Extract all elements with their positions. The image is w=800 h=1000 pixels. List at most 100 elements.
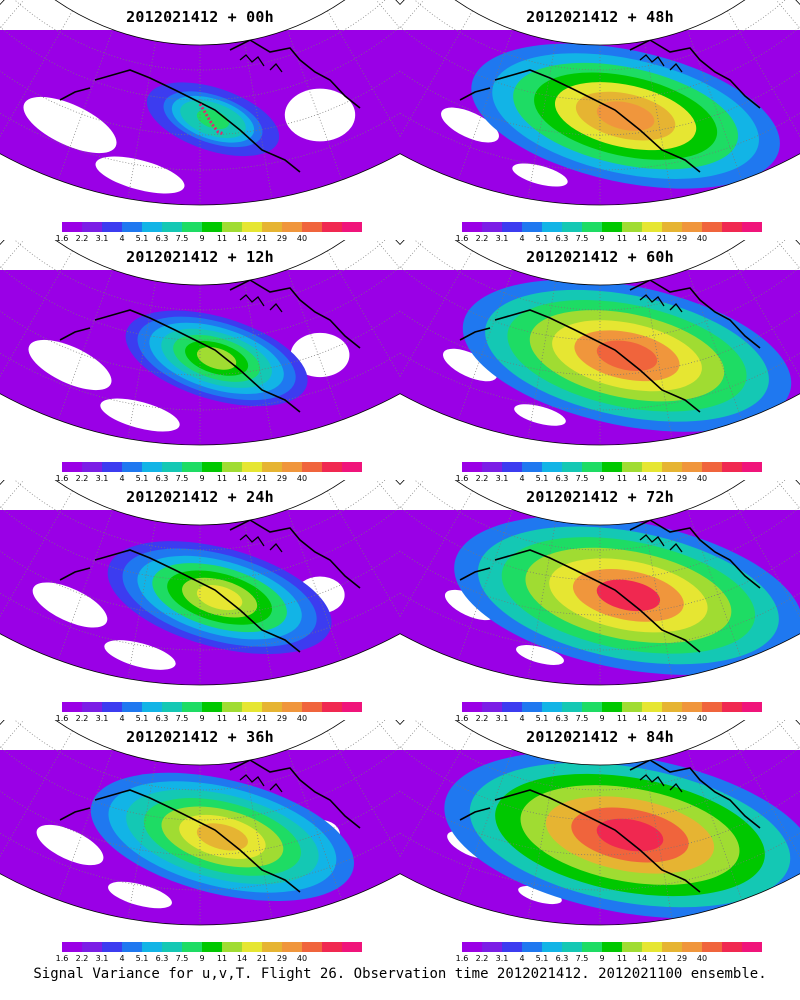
colorbar (462, 222, 762, 232)
colorbar-swatch (242, 222, 262, 232)
colorbar-swatch (542, 462, 562, 472)
colorbar-swatch (302, 462, 322, 472)
colorbar-tick-label: 40 (696, 474, 708, 483)
colorbar-tick-label: 2.2 (75, 954, 89, 963)
colorbar-swatch (702, 222, 722, 232)
colorbar-swatch (242, 942, 262, 952)
colorbar-swatch (222, 702, 242, 712)
colorbar-swatch (642, 462, 662, 472)
colorbar-tick-label: 4 (519, 474, 525, 483)
colorbar-tick-label: 7.5 (175, 954, 189, 963)
colorbar-swatch (502, 462, 522, 472)
colorbar (62, 222, 362, 232)
colorbar-swatch (182, 462, 202, 472)
colorbar-labels: 1.6 2.2 3.1 4 5.1 6.3 7.5 9 11 14 21 29 40 (56, 234, 362, 244)
colorbar-tick-label: 40 (296, 234, 308, 243)
colorbar-tick-label: 1.6 (455, 474, 469, 483)
colorbar-swatch (602, 942, 622, 952)
colorbar-tick-label: 9 (599, 474, 605, 483)
colorbar-swatch (482, 222, 502, 232)
colorbar-swatch (582, 942, 602, 952)
colorbar-swatch (222, 942, 242, 952)
colorbar-tick-label: 21 (256, 714, 268, 723)
colorbar-tick-label: 21 (256, 474, 268, 483)
colorbar-swatch (562, 222, 582, 232)
map-panel-24h: 2012021412 + 24h 1.6 2.2 3.1 4 5.1 6.3 7.5 9 11 14… (0, 480, 400, 723)
colorbar-swatch (342, 702, 362, 712)
colorbar-swatch (282, 462, 302, 472)
colorbar-swatch (662, 462, 682, 472)
colorbar-swatch (62, 222, 82, 232)
colorbar-swatch (162, 222, 182, 232)
colorbar-swatch (722, 222, 742, 232)
colorbar-tick-label: 3.1 (495, 714, 509, 723)
colorbar-swatch (522, 222, 542, 232)
colorbar-tick-label: 4 (519, 234, 525, 243)
variance-map (0, 720, 400, 926)
colorbar-tick-label: 1.6 (55, 234, 69, 243)
colorbar-swatch (562, 702, 582, 712)
colorbar-tick-label: 5.1 (135, 714, 149, 723)
colorbar-swatch (602, 462, 622, 472)
colorbar-tick-label: 1.6 (55, 714, 69, 723)
colorbar-labels: 1.6 2.2 3.1 4 5.1 6.3 7.5 9 11 14 21 29 40 (456, 234, 762, 244)
colorbar-swatch (262, 222, 282, 232)
colorbar-tick-label: 7.5 (175, 474, 189, 483)
colorbar-swatch (462, 942, 482, 952)
colorbar-tick-label: 14 (636, 954, 648, 963)
colorbar-tick-label: 3.1 (495, 954, 509, 963)
colorbar-swatch (142, 222, 162, 232)
colorbar-tick-label: 9 (599, 234, 605, 243)
colorbar-swatch (582, 462, 602, 472)
colorbar-swatch (642, 222, 662, 232)
colorbar-tick-label: 11 (216, 474, 228, 483)
colorbar-labels: 1.6 2.2 3.1 4 5.1 6.3 7.5 9 11 14 21 29 40 (56, 714, 362, 724)
colorbar-tick-label: 9 (599, 714, 605, 723)
colorbar-tick-label: 3.1 (95, 474, 109, 483)
colorbar-tick-label: 6.3 (155, 954, 169, 963)
map-panel-72h: 2012021412 + 72h 1.6 2.2 3.1 4 5.1 6.3 7.5 9 11 14… (400, 480, 800, 723)
colorbar-tick-label: 1.6 (55, 954, 69, 963)
colorbar-swatch (582, 702, 602, 712)
colorbar-swatch (102, 702, 122, 712)
colorbar-swatch (62, 942, 82, 952)
colorbar-tick-label: 40 (696, 714, 708, 723)
colorbar-swatch (742, 462, 762, 472)
colorbar-labels: 1.6 2.2 3.1 4 5.1 6.3 7.5 9 11 14 21 29 40 (456, 954, 762, 964)
map-panel-60h: 2012021412 + 60h 1.6 2.2 3.1 4 5.1 6.3 7.5 9 11 14… (400, 240, 800, 483)
variance-map (0, 0, 400, 206)
colorbar-swatch (282, 222, 302, 232)
colorbar-tick-label: 29 (676, 954, 688, 963)
variance-map (400, 240, 800, 446)
colorbar-swatch (722, 942, 742, 952)
colorbar-tick-label: 29 (676, 714, 688, 723)
colorbar-tick-label: 7.5 (575, 714, 589, 723)
colorbar-tick-label: 11 (216, 714, 228, 723)
colorbar (462, 462, 762, 472)
colorbar-swatch (82, 942, 102, 952)
panel-title: 2012021412 + 00h (126, 8, 274, 26)
colorbar-swatch (642, 942, 662, 952)
panel-title: 2012021412 + 36h (126, 728, 274, 746)
colorbar-tick-label: 11 (616, 474, 628, 483)
colorbar-swatch (742, 702, 762, 712)
colorbar-swatch (702, 702, 722, 712)
colorbar-tick-label: 3.1 (495, 474, 509, 483)
colorbar-swatch (162, 702, 182, 712)
colorbar-swatch (322, 702, 342, 712)
map-panel-12h: 2012021412 + 12h 1.6 2.2 3.1 4 5.1 6.3 7.5 9 11 14… (0, 240, 400, 483)
colorbar-swatch (742, 222, 762, 232)
colorbar-swatch (662, 702, 682, 712)
colorbar-tick-label: 11 (216, 954, 228, 963)
colorbar-swatch (202, 222, 222, 232)
colorbar-tick-label: 6.3 (555, 234, 569, 243)
colorbar-tick-label: 29 (276, 954, 288, 963)
colorbar-swatch (282, 702, 302, 712)
variance-map (400, 0, 800, 206)
colorbar-swatch (622, 222, 642, 232)
colorbar-swatch (342, 222, 362, 232)
colorbar (462, 942, 762, 952)
colorbar-tick-label: 3.1 (95, 954, 109, 963)
colorbar-tick-label: 40 (296, 474, 308, 483)
panel-title: 2012021412 + 60h (526, 248, 674, 266)
